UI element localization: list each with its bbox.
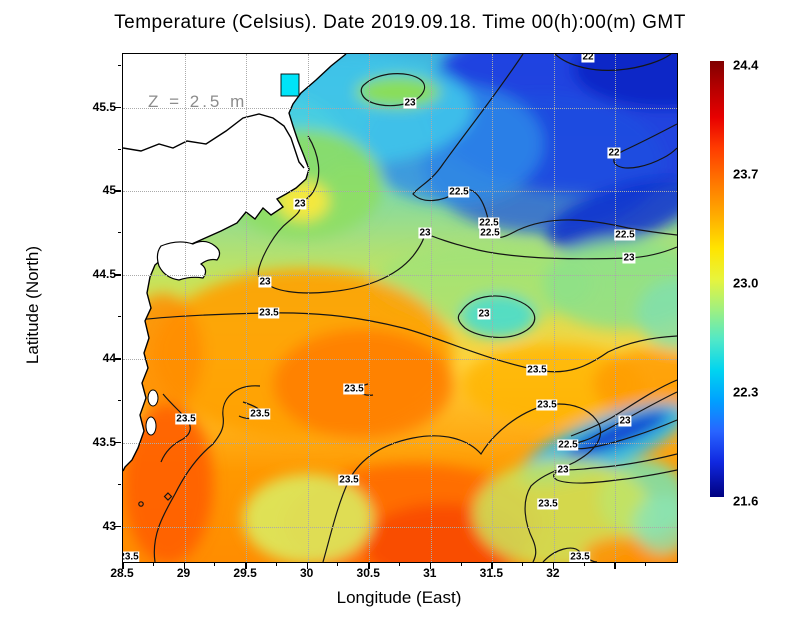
- lagoon-water-patch: [280, 73, 300, 97]
- x-tick-mark: [183, 562, 186, 569]
- x-tick-mark: [614, 562, 616, 569]
- y-tick-mark: [114, 441, 121, 444]
- y-tick-mark: [114, 358, 121, 360]
- contour-label: 23: [418, 227, 432, 239]
- contour-label: 23.5: [526, 364, 548, 376]
- contour-label: 22.5: [557, 439, 579, 451]
- y-minor-tick: [117, 64, 121, 66]
- temperature-field-svg: [123, 54, 677, 562]
- x-tick-label: 29.5: [233, 566, 257, 580]
- x-minor-tick: [214, 562, 216, 566]
- contour-label: 23: [293, 198, 307, 210]
- x-tick-label: 30: [299, 566, 314, 580]
- contour-label: 23: [403, 97, 417, 109]
- contour-label: 23.5: [338, 474, 360, 486]
- colorbar-tick-label: 22.3: [733, 384, 759, 400]
- coastal-lake: [156, 240, 221, 281]
- x-tick-mark: [122, 562, 124, 569]
- x-tick-mark: [552, 562, 555, 569]
- contour-label: 23.5: [175, 413, 197, 425]
- y-tick-label: 45.5: [92, 99, 116, 114]
- y-axis-title: Latitude (North): [23, 245, 42, 365]
- x-minor-tick: [152, 562, 154, 566]
- contour-label: 23.5: [123, 551, 140, 562]
- x-minor-tick: [522, 562, 524, 566]
- y-tick-label: 43.5: [92, 434, 116, 449]
- x-tick-mark: [491, 562, 493, 569]
- contour-label: 23.5: [537, 498, 559, 510]
- contour-label: 22.5: [448, 186, 470, 198]
- coastal-lake: [147, 389, 159, 407]
- contour-label: 23.5: [569, 551, 591, 563]
- x-axis-title: Longitude (East): [336, 588, 462, 607]
- x-tick-mark: [245, 562, 247, 569]
- x-tick-label: 32: [546, 566, 560, 580]
- y-tick-mark: [114, 274, 121, 276]
- y-minor-tick: [117, 148, 121, 150]
- x-tick-label: 31.5: [479, 566, 504, 580]
- contour-label: 23.5: [249, 408, 271, 420]
- x-tick-label: 29: [176, 566, 191, 580]
- x-minor-tick: [275, 562, 277, 566]
- x-tick-label: 31: [423, 566, 437, 580]
- contour-label: 22.5: [478, 217, 500, 229]
- contour-label: 22.5: [479, 227, 501, 239]
- x-tick-mark: [306, 562, 309, 569]
- x-minor-tick: [460, 562, 462, 566]
- y-tick-label: 43: [102, 518, 116, 533]
- y-minor-tick: [117, 400, 121, 402]
- contour-label: 23: [477, 308, 491, 320]
- contour-label: 23.5: [536, 399, 558, 411]
- colorbar-tick-label: 23.0: [733, 275, 759, 291]
- contour-label: 23: [556, 464, 570, 476]
- depth-annotation: Z = 2.5 m: [148, 92, 248, 111]
- y-minor-tick: [117, 232, 121, 234]
- y-tick-label: 45: [102, 183, 116, 198]
- y-tick-mark: [114, 190, 121, 192]
- y-tick-mark: [114, 525, 121, 528]
- contour-label: 23.5: [258, 307, 280, 319]
- x-tick-label: 28.5: [110, 566, 134, 580]
- x-minor-tick: [337, 562, 339, 566]
- y-minor-tick: [117, 483, 121, 485]
- contour-label: 23: [258, 276, 272, 288]
- colorbar-gradient: [710, 61, 724, 497]
- x-tick-mark: [429, 562, 432, 569]
- map-plot-frame: 22 23 22 22.5 23 22.5 22.5 23 22.5 23 23 23.5 23 23.5…: [122, 53, 678, 563]
- x-tick-label: 30.5: [356, 566, 380, 580]
- y-tick-mark: [114, 106, 121, 109]
- contour-label: 23.5: [343, 383, 365, 395]
- contour-label: 22: [607, 147, 621, 159]
- y-tick-label: 44.5: [92, 267, 116, 282]
- x-tick-mark: [368, 562, 370, 569]
- x-minor-tick: [583, 562, 585, 566]
- coastal-lake: [145, 416, 157, 436]
- contour-label: 22: [581, 53, 595, 63]
- colorbar-tick-label: 23.7: [733, 166, 759, 182]
- x-minor-tick: [399, 562, 400, 566]
- contour-label: 23: [618, 415, 632, 427]
- y-tick-label: 44: [102, 351, 116, 366]
- contour-label: 23: [622, 252, 636, 264]
- coastline: [123, 54, 347, 472]
- contour-label: 22.5: [614, 229, 636, 241]
- x-minor-tick: [645, 562, 647, 566]
- sea-surface-field: [123, 54, 677, 562]
- colorbar-tick-label: 21.6: [733, 493, 759, 509]
- colorbar-tick-label: 24.4: [733, 57, 759, 73]
- y-minor-tick: [117, 316, 121, 318]
- chart-title: Temperature (Celsius). Date 2019.09.18. …: [114, 12, 686, 33]
